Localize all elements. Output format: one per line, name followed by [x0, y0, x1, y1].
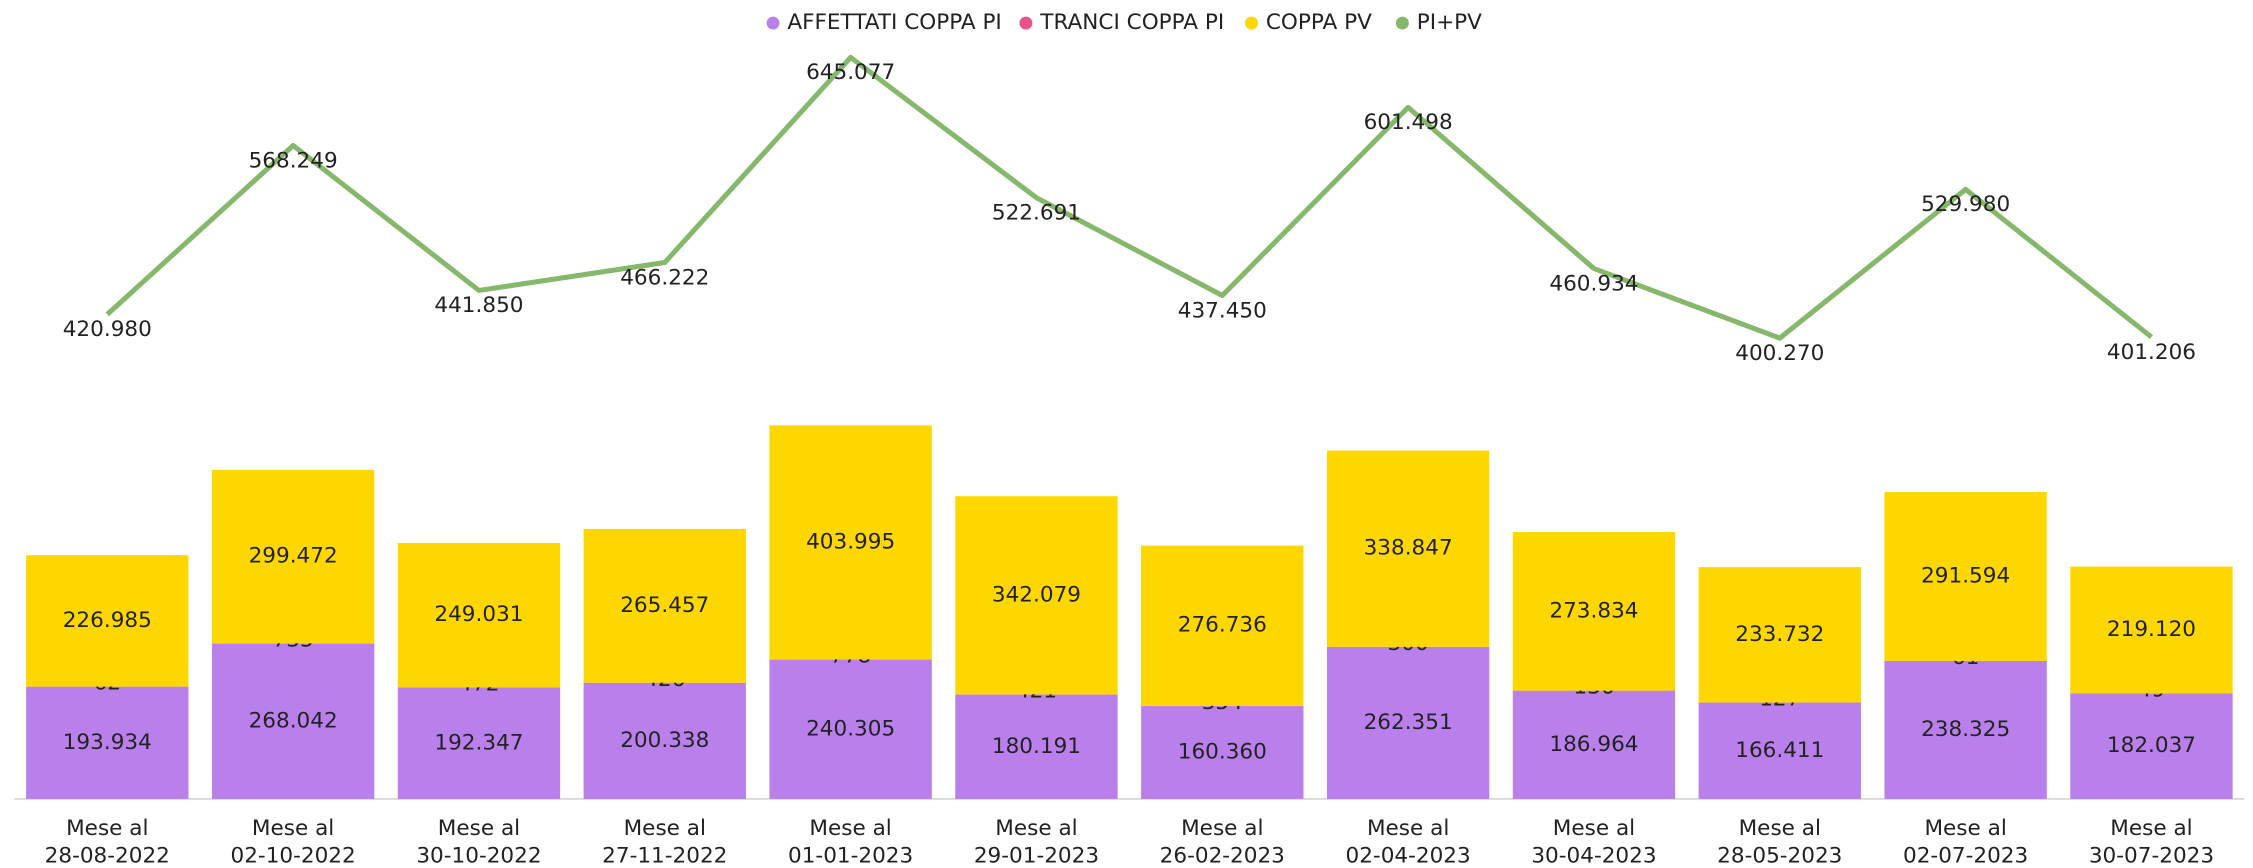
- data-label: 420.980: [63, 317, 152, 342]
- data-label: 403.995: [806, 529, 895, 554]
- x-tick-label: Mese al 30-07-2023: [2089, 816, 2214, 868]
- bar-segment: [2070, 693, 2233, 799]
- bar-segment: [397, 687, 561, 799]
- data-label: 193.934: [63, 730, 152, 755]
- data-label: 226.985: [63, 608, 152, 633]
- bar-segment: [769, 659, 932, 799]
- line-series: [105, 54, 2154, 341]
- bar-segment: [26, 686, 189, 799]
- data-label: 568.249: [249, 148, 338, 173]
- x-tick-label: Mese al 02-10-2022: [231, 816, 356, 868]
- bar-segment: [26, 555, 189, 687]
- data-label: 268.042: [249, 708, 338, 733]
- x-tick-label: Mese al 28-05-2023: [1717, 816, 1842, 868]
- legend-label: AFFETTATI COPPA PI: [787, 10, 1001, 35]
- legend-label: TRANCI COPPA PI: [1039, 10, 1224, 35]
- bar-segment: [1698, 702, 1861, 799]
- bar-segment: [1884, 660, 2047, 799]
- bar-segment: [1512, 532, 1676, 691]
- data-label: 265.457: [620, 593, 709, 618]
- bar-segment: [955, 694, 1118, 799]
- data-label: 219.120: [2107, 617, 2196, 642]
- bar-segment: [1512, 690, 1676, 799]
- data-label: 273.834: [1549, 598, 1638, 623]
- legend-label: COPPA PV: [1266, 10, 1372, 35]
- bar-segment: [1326, 647, 1490, 799]
- bar-segment: [211, 469, 375, 644]
- data-label: 233.732: [1735, 622, 1824, 647]
- bar-segment: [397, 543, 561, 688]
- x-tick-label: Mese al 27-11-2022: [602, 816, 727, 868]
- bar-segment: [1141, 706, 1304, 799]
- bar-segment: [1141, 545, 1304, 706]
- data-label: 240.305: [806, 716, 895, 741]
- bar-segment: [583, 528, 746, 683]
- data-label: 522.691: [992, 201, 1081, 226]
- x-tick-label: Mese al 30-04-2023: [1531, 816, 1656, 868]
- data-label: 182.037: [2107, 733, 2196, 758]
- bar-segment: [1326, 450, 1490, 647]
- bar-segment: [1884, 492, 2047, 661]
- x-tick-label: Mese al 28-08-2022: [45, 816, 170, 868]
- x-tick-label: Mese al 29-01-2023: [974, 816, 1099, 868]
- x-tick-label: Mese al 26-02-2023: [1160, 816, 1285, 868]
- data-label: 291.594: [1921, 563, 2010, 588]
- legend-marker: [1019, 16, 1033, 30]
- data-label: 299.472: [249, 544, 338, 569]
- data-label: 192.347: [434, 730, 523, 755]
- data-label: 645.077: [806, 60, 895, 85]
- bar-segment: [583, 682, 746, 799]
- data-label: 342.079: [992, 582, 1081, 607]
- data-label: 466.222: [620, 265, 709, 290]
- bar-segment: [769, 425, 932, 660]
- legend-marker: [766, 16, 780, 30]
- data-label: 160.360: [1178, 740, 1267, 765]
- x-tick-label: Mese al 02-07-2023: [1903, 816, 2028, 868]
- data-label: 249.031: [434, 602, 523, 627]
- data-label: 441.850: [434, 293, 523, 318]
- data-label: 601.498: [1364, 110, 1453, 135]
- data-label: 180.191: [992, 734, 1081, 759]
- bar-segment: [955, 496, 1118, 695]
- data-label: 238.325: [1921, 717, 2010, 742]
- legend-marker: [1245, 16, 1258, 30]
- bar-segment: [211, 643, 375, 799]
- data-label: 276.736: [1178, 613, 1267, 638]
- data-label: 338.847: [1364, 536, 1453, 561]
- data-label: 400.270: [1735, 341, 1824, 366]
- data-label: 200.338: [620, 728, 709, 753]
- x-tick-label: Mese al 30-10-2022: [416, 816, 541, 868]
- data-label: 262.351: [1364, 710, 1453, 735]
- x-tick-label: Mese al 01-01-2023: [788, 816, 913, 868]
- data-label: 186.964: [1549, 732, 1638, 757]
- data-label: 437.450: [1178, 298, 1267, 323]
- data-label: 166.411: [1735, 738, 1824, 763]
- legend-label: PI+PV: [1417, 10, 1482, 35]
- data-label: 460.934: [1549, 271, 1638, 296]
- legend-marker: [1395, 16, 1409, 30]
- bar-segment: [1698, 567, 1861, 703]
- data-label: 401.206: [2107, 340, 2196, 365]
- data-label: 529.980: [1921, 192, 2010, 217]
- x-tick-label: Mese al 02-04-2023: [1346, 816, 1471, 868]
- bar-segment: [2070, 566, 2233, 694]
